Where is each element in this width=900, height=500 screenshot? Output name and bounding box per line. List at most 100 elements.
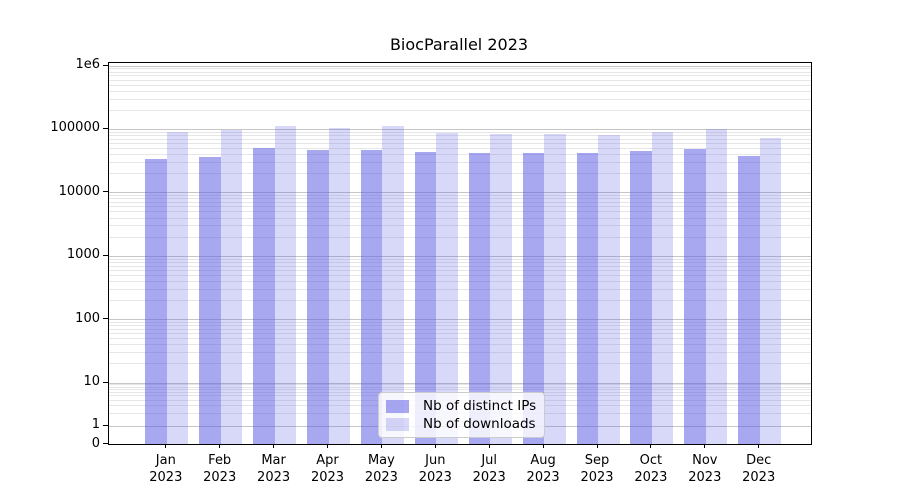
bar-downloads-aug [544,134,566,444]
x-tick [380,444,382,448]
gridline-minor [109,142,811,144]
gridline-minor [109,206,811,208]
gridline-minor [109,202,811,204]
gridline-minor [109,195,811,197]
bar-distinct-ips-mar [253,147,275,444]
gridline-minor [109,352,811,354]
x-tick-year: 2023 [634,470,668,485]
x-tick-month: Jul [481,453,498,468]
x-tick [327,444,328,448]
bar-distinct-ips-sep [576,152,598,444]
x-tick [758,444,760,448]
gridline-minor [109,269,811,271]
x-tick-month: Feb [208,453,232,468]
x-tick-month: Aug [530,453,556,468]
bar-distinct-ips-nov [684,149,706,444]
gridline-major [109,382,811,384]
x-tick-label: Oct 2023 [623,452,679,486]
gridline-minor [109,68,811,70]
plot-area [108,62,812,445]
x-tick [165,444,167,448]
grid-layer [109,63,811,444]
bar-distinct-ips-feb [199,157,221,444]
bar-downloads-feb [220,130,243,444]
x-tick-label: Feb 2023 [192,452,248,486]
gridline-minor [109,84,811,86]
bar-distinct-ips-jan [145,158,167,444]
y-tick-label: 1e6 [75,57,100,72]
bar-downloads-dec [759,137,782,444]
gridline-minor [109,363,811,365]
x-tick-year: 2023 [742,470,776,485]
gridline-minor [109,300,811,301]
y-tick [103,191,108,193]
x-tick-month: Nov [692,453,718,468]
bar-downloads-oct [651,131,674,444]
gridline-minor [109,75,811,77]
gridline-minor [109,325,811,327]
x-tick-label: Jul 2023 [461,452,517,486]
y-tick-label: 10000 [58,183,100,199]
gridline-major [109,319,811,321]
y-tick [103,64,108,66]
x-tick-label: Aug 2023 [515,452,571,486]
gridline-minor [109,280,811,282]
gridline-minor [109,386,811,388]
x-tick-year: 2023 [418,470,452,485]
x-tick-label: Mar 2023 [246,452,302,486]
bar-downloads-jan [166,131,189,444]
bar-downloads-jun [436,132,458,444]
x-tick-year: 2023 [472,470,506,485]
x-tick [273,444,275,448]
chart-title: BiocParallel 2023 [389,35,529,54]
y-tick-label: 100000 [50,120,100,136]
bar-downloads-nov [705,128,728,444]
gridline-minor [109,274,811,276]
x-tick [542,444,544,448]
x-tick-month: Sep [584,453,610,468]
gridline-minor [109,109,811,111]
x-tick-label: Jan 2023 [138,452,194,486]
gridline-minor [109,162,811,164]
x-tick-label: Apr 2023 [300,452,356,486]
x-tick-month: Mar [261,453,286,468]
bar-downloads-apr [328,127,350,444]
y-tick [103,424,108,426]
bar-downloads-jul [490,133,512,444]
y-tick [103,254,108,256]
x-tick [219,444,221,448]
x-tick-label: May 2023 [353,452,409,486]
legend-item-distinct-ips: Nb of distinct IPs [386,398,536,414]
gridline-minor [109,147,811,149]
y-tick-label: 1 [91,417,100,432]
gridline-minor [109,236,811,238]
gridline-major [109,192,811,194]
gridline-minor [109,344,811,346]
gridline-minor [109,338,811,340]
x-tick-month: Dec [746,453,772,468]
gridline-minor [109,225,811,227]
y-tick-label: 0 [91,435,100,451]
y-tick [103,381,108,383]
bar-distinct-ips-jul [468,153,491,444]
x-tick-label: Jun 2023 [407,452,463,486]
gridline-minor [109,71,811,73]
bar-distinct-ips-aug [522,153,545,444]
gridline-minor [109,198,811,200]
gridline-minor [109,261,811,263]
x-tick-year: 2023 [257,470,291,485]
bar-distinct-ips-jun [414,151,437,444]
x-tick-label: Dec 2023 [731,452,787,486]
gridline-minor [109,333,811,335]
x-tick-year: 2023 [526,470,560,485]
gridline-minor [109,154,811,156]
x-tick-year: 2023 [688,470,722,485]
x-tick-month: Oct [639,453,663,468]
gridline-major [109,128,811,130]
bar-distinct-ips-apr [307,150,329,444]
gridline-minor [109,322,811,323]
x-tick-year: 2023 [364,470,398,485]
legend-swatch-downloads [386,417,409,431]
bar-distinct-ips-may [360,149,383,444]
x-tick-month: Jun [425,453,446,468]
